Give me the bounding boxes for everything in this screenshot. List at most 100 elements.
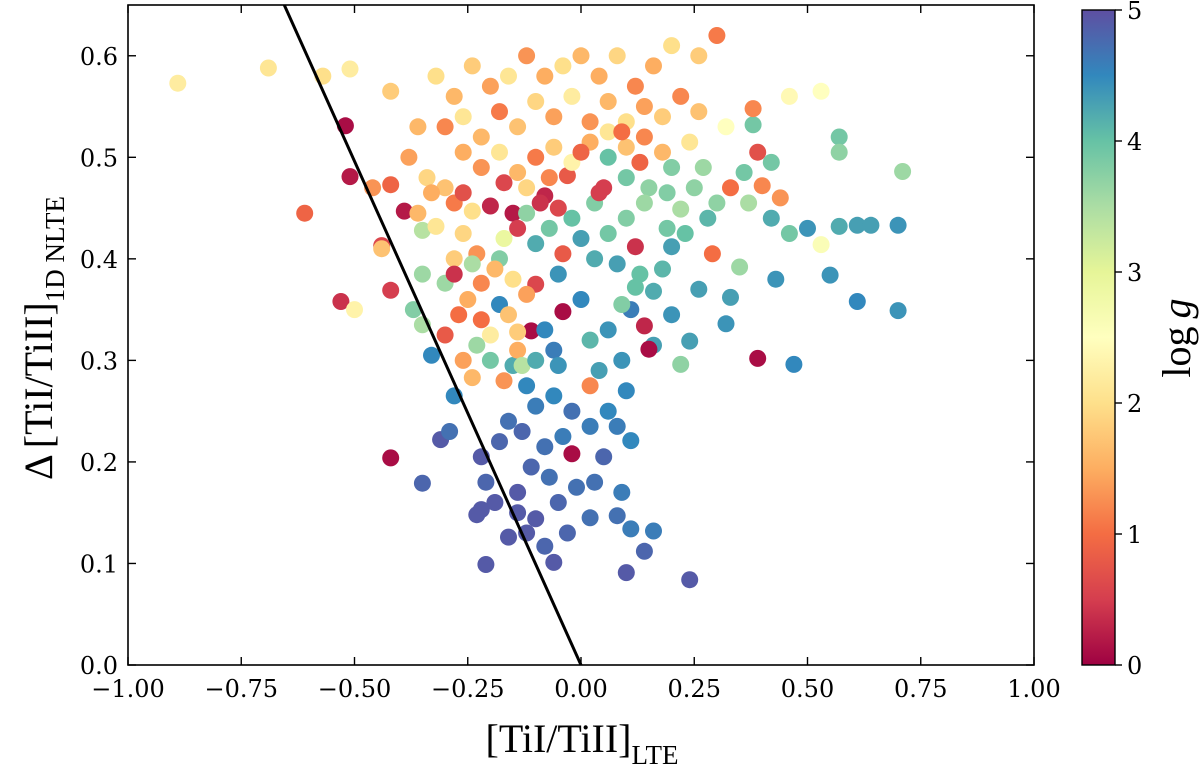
scatter-point: [590, 67, 608, 85]
scatter-point: [749, 143, 767, 161]
scatter-point: [617, 564, 635, 582]
scatter-point: [590, 184, 608, 202]
scatter-point: [663, 37, 681, 55]
scatter-point: [799, 219, 816, 237]
scatter-point: [586, 473, 604, 491]
scatter-point: [617, 382, 635, 400]
scatter-point: [654, 108, 671, 126]
scatter-point: [486, 260, 504, 278]
scatter-point: [436, 179, 454, 197]
scatter-point: [740, 194, 758, 212]
scatter-point: [581, 377, 599, 395]
scatter-point: [558, 524, 576, 542]
scatter-point: [554, 428, 572, 445]
reference-line: [282, 5, 583, 665]
scatter-point: [509, 341, 527, 359]
scatter-point: [685, 179, 703, 197]
scatter-point: [296, 204, 314, 222]
scatter-point: [690, 47, 708, 65]
scatter-point: [341, 168, 359, 186]
scatter-point: [540, 219, 558, 237]
scatter-point: [622, 520, 640, 538]
scatter-point: [654, 260, 671, 278]
scatter-point: [518, 204, 536, 222]
scatter-point: [663, 306, 681, 324]
scatter-point: [382, 281, 400, 299]
scatter-point: [454, 184, 472, 202]
scatter-point: [509, 164, 527, 181]
x-tick-label: −0.75: [204, 675, 278, 703]
scatter-point: [418, 169, 436, 187]
scatter-point: [454, 225, 472, 242]
scatter-point: [599, 93, 617, 110]
scatter-point: [617, 209, 635, 227]
scatter-point: [549, 265, 567, 283]
scatter-point: [654, 143, 671, 161]
scatter-point: [708, 194, 726, 212]
x-tick-label: 0.75: [894, 675, 947, 703]
scatter-point: [513, 423, 531, 440]
colorbar-tick-label: 5: [1127, 0, 1142, 25]
scatter-point: [382, 82, 400, 100]
scatter-point: [608, 255, 626, 273]
scatter-point: [545, 108, 563, 126]
x-axis-label: [TiI/TiII]LTE: [486, 716, 679, 770]
scatter-point: [491, 143, 508, 161]
scatter-point: [753, 177, 771, 195]
scatter-point: [527, 510, 545, 528]
scatter-point: [486, 494, 504, 511]
scatter-point: [463, 255, 481, 273]
scatter-point: [509, 323, 527, 341]
x-tick-label: −1.00: [91, 675, 165, 703]
scatter-point: [423, 346, 440, 364]
scatter-point: [436, 118, 454, 136]
scatter-point: [527, 148, 545, 166]
scatter-point: [862, 216, 880, 234]
scatter-point: [622, 432, 640, 450]
scatter-point: [518, 47, 536, 65]
scatter-point: [500, 412, 517, 430]
y-tick-label: 0.6: [80, 43, 118, 71]
scatter-point: [513, 357, 531, 374]
scatter-point: [608, 417, 626, 435]
scatter-point: [413, 221, 431, 239]
scatter-point: [626, 278, 644, 296]
scatter-point: [658, 184, 676, 202]
scatter-point: [445, 265, 463, 283]
scatter-point: [518, 179, 536, 197]
scatter-point: [373, 240, 391, 258]
scatter-point: [771, 189, 789, 207]
scatter-point: [762, 153, 780, 171]
scatter-point: [703, 245, 721, 263]
scatter-point: [640, 340, 658, 358]
x-tick-label: 0.00: [554, 675, 607, 703]
scatter-point: [586, 250, 604, 268]
scatter-point: [545, 553, 563, 571]
scatter-point: [341, 60, 359, 78]
scatter-point: [549, 357, 567, 374]
scatter-point: [568, 478, 585, 496]
scatter-point: [563, 445, 581, 463]
colorbar-tick-label: 4: [1127, 128, 1142, 156]
scatter-point: [599, 123, 617, 141]
scatter-point: [413, 265, 431, 283]
scatter-point: [382, 176, 400, 194]
scatter-point: [500, 528, 517, 546]
scatter-point: [472, 274, 490, 292]
scatter-point: [527, 93, 545, 110]
scatter-point: [848, 293, 866, 310]
colorbar-tick-label: 1: [1127, 521, 1142, 549]
scatter-point: [731, 258, 749, 276]
scatter-point: [346, 301, 363, 319]
scatter-point: [645, 282, 662, 300]
scatter-point: [468, 506, 486, 524]
scatter-point: [536, 537, 554, 555]
y-tick-label: 0.5: [80, 144, 118, 172]
scatter-point: [454, 351, 472, 369]
scatter-point: [463, 202, 481, 220]
scatter-point: [599, 225, 617, 242]
colorbar-label: logg: [1154, 298, 1199, 377]
x-axis: −1.00 −0.75 −0.50 −0.25 0.00 0.25 0.50 0.75 1.00: [91, 5, 1061, 703]
scatter-point: [527, 351, 545, 369]
